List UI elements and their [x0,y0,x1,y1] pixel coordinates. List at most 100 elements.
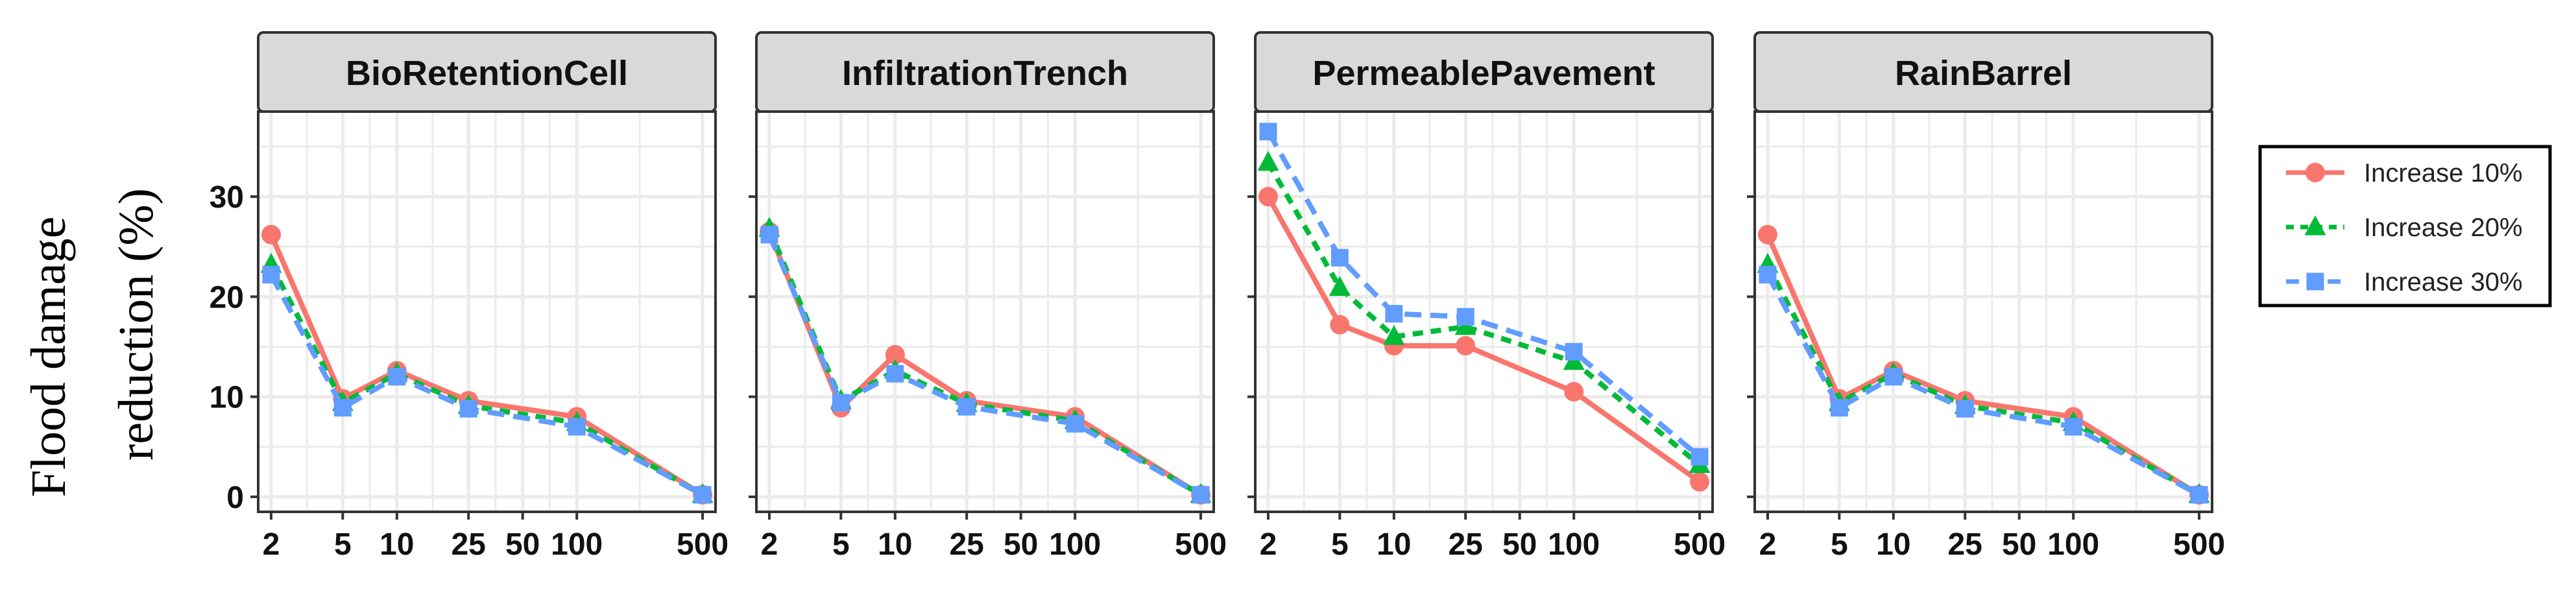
series-increase-30-point [832,394,850,412]
x-tick-label: 25 [1448,527,1482,562]
x-axis-ticks: 2 5 10 25 50 100 500 [263,512,728,562]
x-tick-label: 10 [379,527,414,562]
legend: Increase 10% Increase 20% Increase 30% [2258,145,2552,307]
legend-label: Increase 10% [2364,159,2523,187]
series-increase-20-point [1329,276,1351,296]
panel-series [758,217,1212,505]
panel-border [1254,110,1714,513]
y-axis-label-line2: reduction (%) [109,188,163,461]
x-tick-label: 10 [878,527,912,562]
series-increase-30-point [1884,368,1903,386]
series-increase-10-line [269,234,704,498]
y-axis-ticks [1747,195,1755,498]
panel-gridlines [1755,112,2212,512]
series-increase-30-line [269,273,704,498]
series-increase-30 [1759,265,2208,504]
series-increase-10-point [1258,187,1278,207]
y-axis-ticks [749,195,756,498]
series-increase-10-line [767,230,1203,498]
x-tick-label: 2 [1759,527,1777,562]
series-increase-30-point [1385,305,1403,323]
x-tick-label: 5 [1831,527,1848,562]
series-increase-30 [1259,123,1709,466]
x-tick-label: 2 [263,527,280,562]
series-increase-30-point [1956,400,1974,418]
panel-gridlines [1255,112,1713,512]
legend-key-marker [2306,272,2324,291]
legend-label: Increase 20% [2364,213,2523,242]
series-increase-20-point [1383,325,1405,345]
x-tick-label: 5 [334,527,352,562]
series-increase-30-point [1330,248,1349,267]
y-tick-label: 30 [210,180,244,215]
panel-series [260,224,714,505]
x-tick-label: 10 [1377,527,1411,562]
series-increase-30-point [693,486,712,504]
x-tick-label: 10 [1876,527,1910,562]
y-tick-label: 10 [210,381,244,415]
series-increase-30-line [1765,273,2200,498]
series-increase-30-point [459,400,477,418]
panel-title: PermeablePavement [1312,54,1655,93]
panel-series [1757,224,2210,505]
x-axis-ticks: 2 5 10 25 50 100 500 [1759,512,2225,562]
series-increase-30-point [1565,343,1583,361]
panel-gridlines [258,112,716,512]
series-increase-20 [758,217,1212,503]
y-tick-label: 0 [226,481,244,515]
series-increase-10-point [1564,381,1584,402]
legend-item-increase-10: Increase 10% [2286,159,2523,187]
series-increase-30-point [388,368,406,386]
legend-key-marker [2305,163,2325,182]
y-axis-ticks [1247,195,1255,498]
series-increase-30-point [568,418,586,436]
x-tick-label: 2 [761,527,778,562]
series-increase-30-point [1259,123,1277,141]
x-tick-label: 100 [1049,527,1101,562]
panel-title: RainBarrel [1895,54,2072,93]
series-increase-30-point [1192,486,1210,504]
series-increase-30 [760,226,1210,504]
x-tick-label: 500 [1175,527,1227,562]
series-increase-10-point [885,344,905,365]
x-tick-label: 50 [505,527,540,562]
series-increase-30-point [1759,265,1777,283]
series-increase-20 [1257,150,1711,474]
panel-title: BioRetentionCell [346,54,628,93]
x-tick-label: 2 [1260,527,1277,562]
series-increase-30 [262,265,712,504]
x-tick-label: 5 [1331,527,1349,562]
series-increase-30-point [1066,415,1084,433]
series-increase-30-point [760,226,778,244]
series-increase-20-line [269,263,704,498]
panel-border [1753,110,2213,513]
x-tick-label: 50 [2002,527,2036,562]
figure-y-axis-label: Flood damage reduction (%) [21,188,163,497]
x-tick-label: 500 [2173,527,2225,562]
series-increase-30-point [262,265,280,283]
panel-border [257,110,717,513]
panel-title: InfiltrationTrench [842,54,1128,93]
series-increase-10-line [1266,195,1702,484]
series-increase-30-point [957,398,976,416]
x-tick-label: 100 [2047,527,2099,562]
series-increase-10-point [1757,224,1777,245]
panel-series [1257,123,1711,492]
series-increase-30-point [1691,448,1709,466]
x-tick-label: 100 [551,527,603,562]
y-tick-label: 20 [210,280,244,315]
series-increase-10-point [1690,472,1710,492]
series-increase-30-point [2064,418,2082,436]
legend-item-increase-30: Increase 30% [2286,268,2523,296]
x-tick-label: 500 [1674,527,1726,562]
x-axis-ticks: 2 5 10 25 50 100 500 [761,512,1227,562]
series-increase-10-point [1456,335,1476,355]
x-tick-label: 5 [832,527,850,562]
series-increase-10-line [1765,234,2201,498]
y-axis-ticks: 0 10 20 30 [210,180,258,515]
